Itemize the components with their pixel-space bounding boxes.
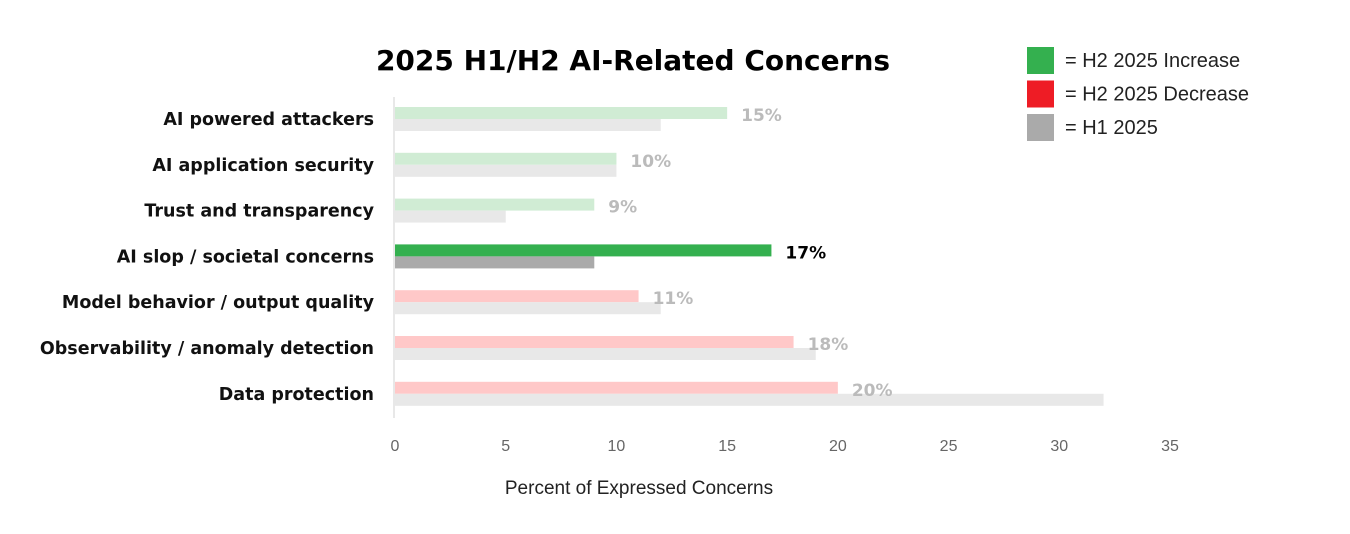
x-tick-label: 0: [391, 438, 400, 455]
data-label: 20%: [852, 381, 893, 401]
x-tick-label: 15: [718, 438, 736, 455]
x-tick-label: 20: [829, 438, 847, 455]
x-tick-label: 35: [1161, 438, 1179, 455]
legend-label: = H1 2025: [1065, 117, 1158, 139]
bar-h2-2025: [395, 336, 794, 348]
x-tick-label: 5: [501, 438, 510, 455]
bar-h1-2025: [395, 164, 617, 177]
x-axis-label: Percent of Expressed Concerns: [505, 478, 773, 499]
x-tick-label: 25: [940, 438, 958, 455]
x-tick-label: 10: [608, 438, 626, 455]
data-label: 9%: [608, 198, 637, 218]
legend-label: = H2 2025 Decrease: [1065, 84, 1249, 106]
category-label: AI slop / societal concerns: [117, 247, 374, 267]
bar-h1-2025: [395, 393, 1104, 406]
data-label: 10%: [630, 152, 671, 172]
bar-h2-2025: [395, 152, 617, 165]
legend-label: = H2 2025 Increase: [1065, 50, 1240, 72]
bar-h2-2025: [395, 107, 728, 119]
bar-h1-2025: [395, 348, 816, 360]
bar-h1-2025: [395, 119, 661, 131]
bar-h1-2025: [395, 302, 661, 315]
data-label: 15%: [741, 106, 782, 126]
legend: = H2 2025 Increase = H2 2025 Decrease = H1…: [1027, 47, 1249, 141]
legend-swatch: [1027, 80, 1054, 108]
chart-title: 2025 H1/H2 AI-Related Concerns: [376, 44, 890, 77]
category-label: Trust and transparency: [144, 202, 374, 222]
data-label: 11%: [653, 289, 694, 309]
category-label: Data protection: [219, 385, 374, 405]
category-label: Observability / anomaly detection: [40, 339, 374, 359]
x-tick-label: 30: [1050, 438, 1068, 455]
bar-h1-2025: [395, 256, 595, 269]
category-label: AI application security: [152, 156, 374, 176]
category-label: AI powered attackers: [163, 110, 374, 130]
data-label: 17%: [785, 243, 826, 263]
bar-h2-2025: [395, 290, 639, 303]
category-label: Model behavior / output quality: [62, 293, 375, 313]
data-label: 18%: [808, 335, 849, 355]
bar-h2-2025: [395, 381, 838, 394]
bar-h1-2025: [395, 210, 506, 223]
bar-h2-2025: [395, 244, 772, 257]
bar-h2-2025: [395, 198, 595, 211]
legend-swatch: [1027, 47, 1054, 74]
legend-swatch: [1027, 114, 1054, 141]
